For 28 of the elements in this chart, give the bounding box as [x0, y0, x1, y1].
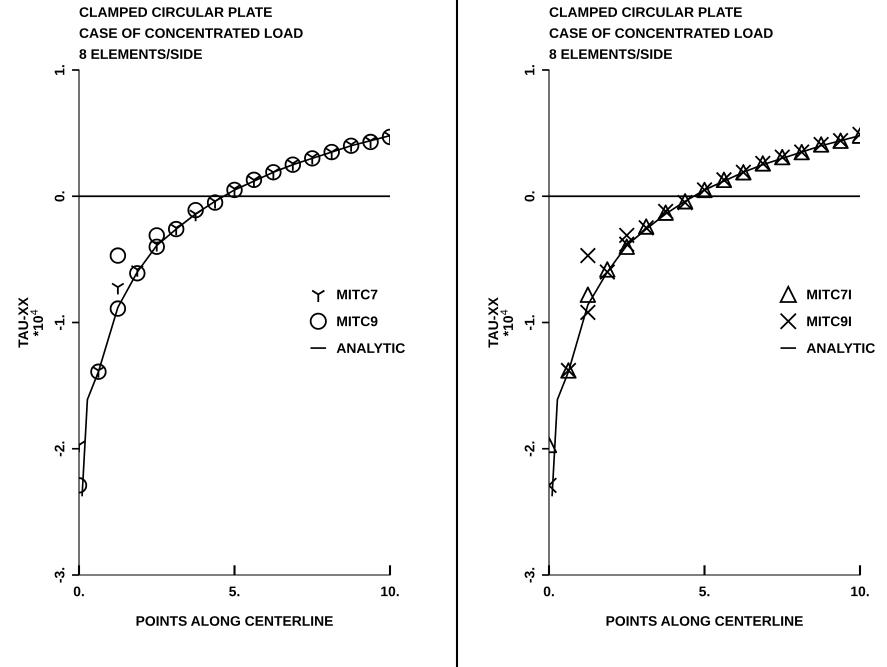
y-tick-label: -1.: [54, 315, 64, 330]
y-tick-label: -2.: [524, 442, 534, 456]
x-axis-title: POINTS ALONG CENTERLINE: [606, 616, 803, 626]
y-tick-label: 0.: [524, 191, 534, 202]
legend-label: MITC7I: [807, 290, 851, 300]
y-tick-label: -1.: [524, 315, 534, 330]
legend-label: MITC9: [337, 316, 378, 326]
y-axis-title: TAU-XX *10$^{4}$: [18, 297, 44, 348]
x-axis-title: POINTS ALONG CENTERLINE: [136, 616, 333, 626]
x-tick-label: 5.: [699, 586, 710, 596]
y-tick-label: 1.: [524, 65, 534, 75]
x-tick-label: 0.: [544, 586, 554, 596]
legend-label: MITC7: [337, 290, 378, 300]
x-tick-label: 10.: [381, 586, 399, 596]
legend-label: MITC9I: [807, 316, 851, 326]
x-tick-label: 10.: [851, 586, 869, 596]
legend-label: ANALYTIC: [806, 343, 875, 354]
y-tick-label: 1.: [54, 65, 64, 75]
legend-label: ANALYTIC: [336, 343, 405, 354]
y-tick-label: 0.: [54, 191, 64, 202]
x-tick-label: 5.: [229, 586, 240, 596]
y-tick-label: -3.: [54, 568, 64, 583]
chart-title: CLAMPED CIRCULAR PLATE CASE OF CONCENTRATED LOAD 8 ELEMENTS/SIDE: [79, 7, 303, 60]
y-tick-label: -2.: [54, 442, 64, 456]
x-tick-label: 0.: [74, 586, 84, 596]
y-tick-label: -3.: [524, 568, 534, 583]
y-axis-title: TAU-XX *10$^{4}$: [488, 297, 514, 348]
chart-title: CLAMPED CIRCULAR PLATE CASE OF CONCENTRATED LOAD 8 ELEMENTS/SIDE: [549, 7, 773, 60]
